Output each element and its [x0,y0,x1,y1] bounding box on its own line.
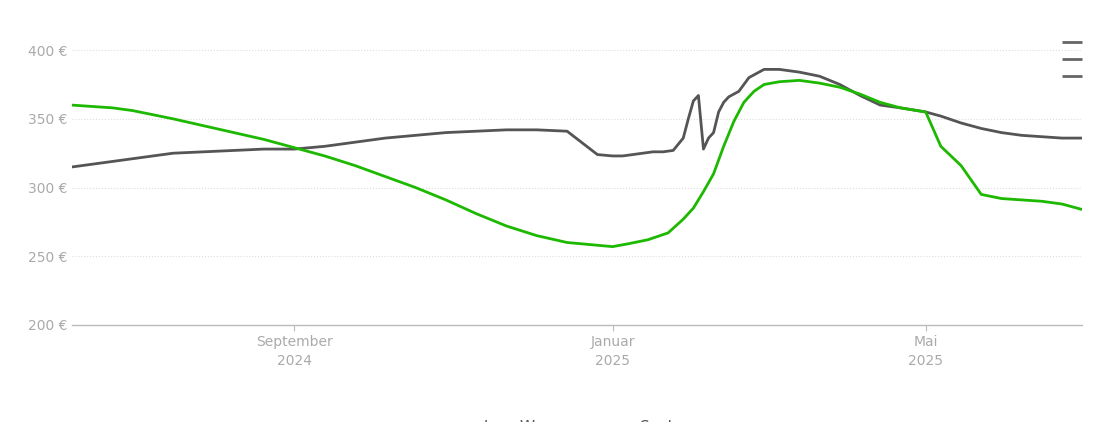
Legend: lose Ware, Sackware: lose Ware, Sackware [435,414,719,422]
